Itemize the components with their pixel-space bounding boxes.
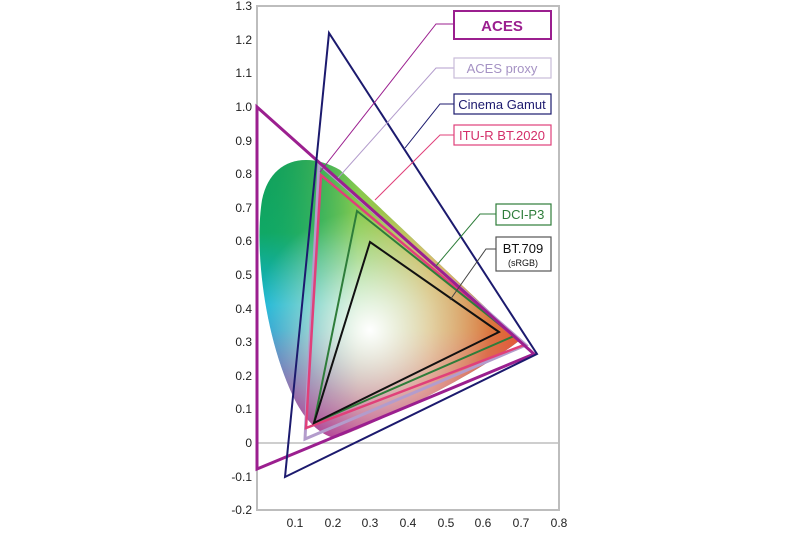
label-box-aces-proxy <box>453 57 552 79</box>
svg-text:-0.1: -0.1 <box>231 470 252 484</box>
gamut-bt709 <box>312 240 501 425</box>
label-box-cinema-gamut <box>453 93 552 115</box>
label-aces: ACES <box>481 18 523 35</box>
svg-text:0.9: 0.9 <box>235 134 252 148</box>
leader-bt709 <box>449 248 496 301</box>
svg-text:1.1: 1.1 <box>235 66 252 80</box>
spectral-locus <box>259 160 520 438</box>
svg-text:0.4: 0.4 <box>235 302 252 316</box>
label-bt709: BT.709 <box>503 241 543 256</box>
label-dcip3: DCI-P3 <box>502 207 545 222</box>
svg-text:0.5: 0.5 <box>438 516 455 530</box>
svg-text:0.8: 0.8 <box>235 167 252 181</box>
svg-text:0: 0 <box>245 436 252 450</box>
leader-aces <box>319 23 454 173</box>
svg-text:0.3: 0.3 <box>235 335 252 349</box>
label-bt709-sub: (sRGB) <box>508 258 538 268</box>
leader-bt2020 <box>374 134 454 201</box>
label-box-bt2020 <box>453 124 552 146</box>
x-axis: 0.1 0.2 0.3 0.4 0.5 0.6 0.7 0.8 <box>287 516 568 530</box>
gamut-aces <box>255 103 537 472</box>
gamut-cinema-gamut <box>283 30 539 479</box>
svg-text:1.3: 1.3 <box>235 0 252 13</box>
svg-text:0.2: 0.2 <box>325 516 342 530</box>
svg-text:1.2: 1.2 <box>235 33 252 47</box>
y-axis: 1.3 1.2 1.1 1.0 0.9 0.8 0.7 0.6 0.5 0.4 … <box>231 0 252 517</box>
label-aces-proxy: ACES proxy <box>467 61 538 76</box>
svg-text:0.2: 0.2 <box>235 369 252 383</box>
svg-text:0.7: 0.7 <box>235 201 252 215</box>
label-bt2020: ITU-R BT.2020 <box>459 128 545 143</box>
leader-aces-proxy <box>337 67 454 179</box>
svg-text:0.6: 0.6 <box>475 516 492 530</box>
gamut-bt2020 <box>304 172 527 430</box>
svg-text:0.8: 0.8 <box>551 516 568 530</box>
svg-text:0.1: 0.1 <box>287 516 304 530</box>
svg-text:0.1: 0.1 <box>235 402 252 416</box>
label-cinema-gamut: Cinema Gamut <box>458 97 546 112</box>
svg-text:0.3: 0.3 <box>362 516 379 530</box>
label-box-dcip3 <box>495 203 552 226</box>
gamut-dcip3 <box>312 209 516 425</box>
svg-text:0.4: 0.4 <box>400 516 417 530</box>
leader-cinema-gamut <box>404 103 454 149</box>
svg-text:-0.2: -0.2 <box>231 503 252 517</box>
svg-text:1.0: 1.0 <box>235 100 252 114</box>
leader-dcip3 <box>435 213 496 267</box>
label-box-aces <box>453 10 552 40</box>
svg-text:0.5: 0.5 <box>235 268 252 282</box>
svg-text:0.7: 0.7 <box>513 516 530 530</box>
svg-text:0.6: 0.6 <box>235 234 252 248</box>
label-box-bt709 <box>495 236 552 272</box>
